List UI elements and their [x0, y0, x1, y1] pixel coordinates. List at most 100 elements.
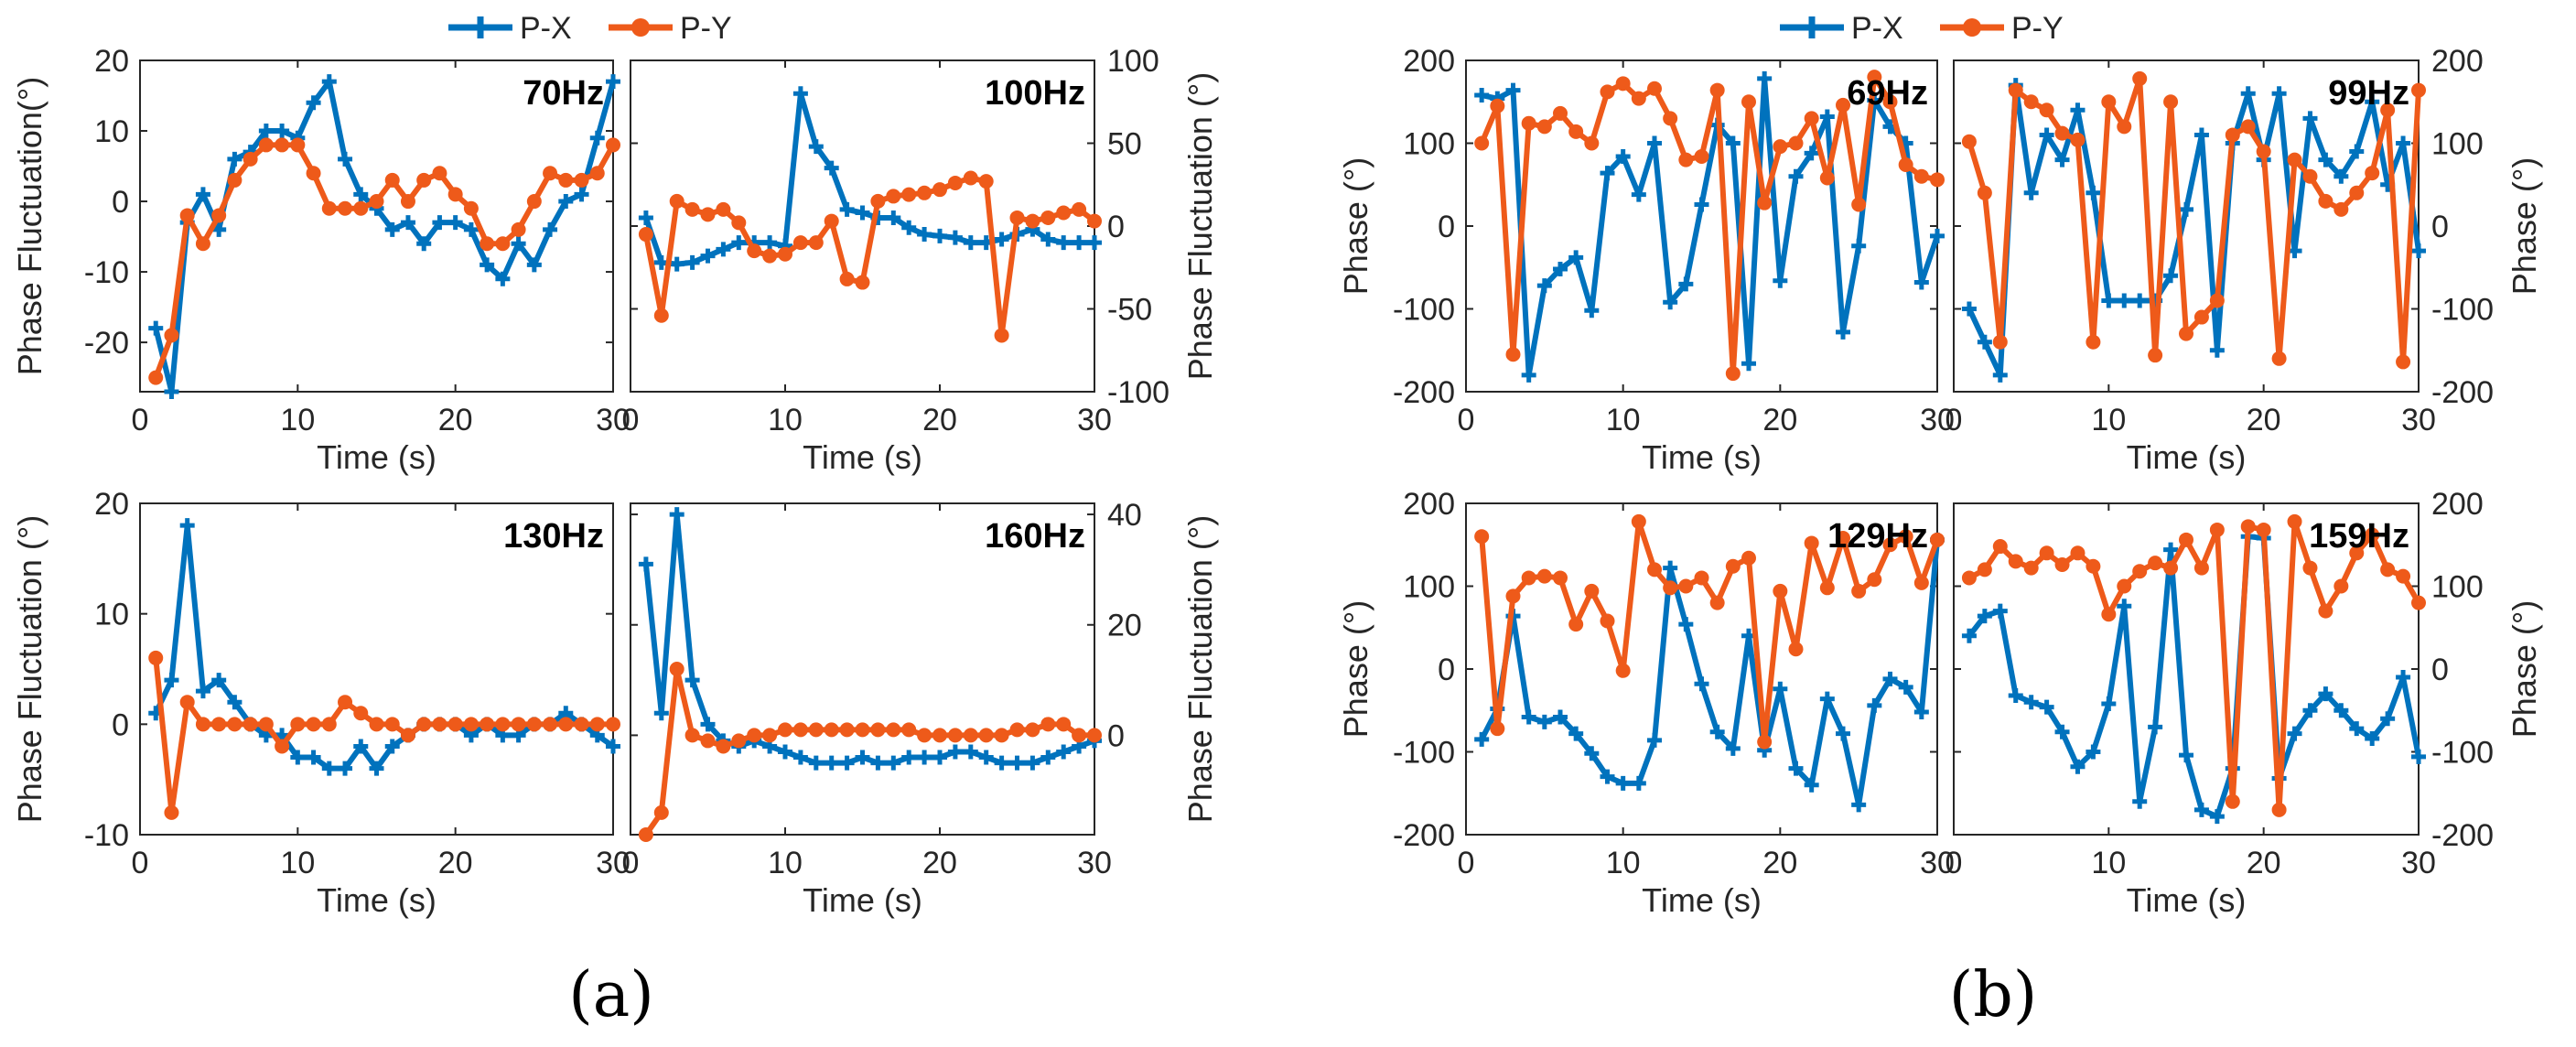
y-tick-label: 100: [2431, 127, 2484, 162]
data-point-p-x: [1521, 367, 1536, 383]
data-point-p-x: [1961, 301, 1977, 317]
data-point-p-x: [1851, 797, 1867, 813]
data-point-p-y: [258, 717, 274, 732]
data-point-p-y: [432, 717, 447, 732]
subplot-title: 100Hz: [985, 74, 1085, 113]
y-tick-label: 100: [1403, 570, 1455, 605]
data-point-p-y: [2132, 564, 2148, 579]
data-point-p-y: [1615, 663, 1631, 678]
data-point-p-y: [2117, 578, 2132, 594]
series-line-p-x: [153, 79, 616, 394]
data-point-p-x: [1773, 681, 1788, 696]
data-point-p-x: [1788, 761, 1804, 776]
data-point-p-x: [839, 755, 855, 771]
data-point-p-y: [1056, 717, 1072, 732]
data-point-p-y: [2240, 519, 2256, 534]
data-point-p-y: [684, 201, 700, 217]
y-tick-label: 100: [1107, 44, 1159, 79]
data-point-p-y: [1009, 722, 1025, 738]
y-tick-label: 100: [1403, 127, 1455, 162]
data-point-p-y: [589, 166, 605, 181]
data-point-p-y: [1867, 572, 1882, 588]
data-point-p-x: [1009, 755, 1025, 771]
subplot-160hz: 0 10 20 30 0 20 40 Time (s) Phase Fluctuation (°…: [622, 498, 1219, 919]
data-point-p-y: [369, 717, 384, 732]
y-tick-label: -200: [1393, 375, 1455, 410]
data-point-p-y: [1056, 205, 1072, 221]
data-point-p-x: [2179, 748, 2193, 763]
data-point-p-x: [1663, 560, 1678, 576]
data-point-p-y: [2039, 103, 2054, 118]
data-point-p-x: [1553, 709, 1568, 725]
y-axis-label-right: Phase Fluctuation (°): [1181, 515, 1219, 824]
data-point-p-x: [1694, 197, 1709, 212]
data-point-p-x: [1725, 135, 1741, 151]
data-point-p-x: [1804, 777, 1819, 793]
data-point-p-x: [1851, 238, 1867, 254]
legend-a-px-label: P-X: [520, 11, 572, 46]
data-point-p-x: [1615, 148, 1631, 164]
data-point-p-y: [258, 137, 274, 153]
data-point-p-y: [1961, 134, 1977, 149]
data-point-p-x: [2023, 695, 2039, 710]
data-point-p-y: [1788, 642, 1804, 657]
data-point-p-y: [1505, 588, 1521, 604]
data-point-p-x: [2271, 86, 2287, 102]
data-point-p-x: [901, 750, 917, 765]
subplot-69hz: 0 10 20 30 -200 -100 0 100 200 Time (s) Phase (°) 6…: [1337, 44, 1955, 476]
x-tick-label: 20: [2247, 846, 2281, 880]
data-point-p-x: [1819, 691, 1835, 707]
y-tick-label: 100: [2431, 570, 2484, 605]
data-point-p-y: [2148, 348, 2163, 363]
data-point-p-x: [1553, 262, 1568, 277]
data-point-p-x: [2349, 144, 2365, 159]
data-point-p-y: [917, 728, 932, 743]
data-point-p-x: [855, 750, 870, 765]
data-point-p-x: [480, 257, 495, 273]
data-point-p-y: [669, 193, 684, 209]
data-point-p-x: [684, 673, 700, 688]
x-axis-label: Time (s): [2127, 881, 2247, 919]
data-point-p-y: [2209, 293, 2225, 308]
data-point-p-x: [2039, 127, 2054, 143]
data-point-p-x: [1025, 755, 1040, 771]
data-point-p-y: [1072, 728, 1087, 743]
data-point-p-y: [870, 722, 886, 738]
series-line-p-y: [1479, 74, 1938, 377]
data-point-p-x: [1725, 740, 1741, 756]
data-point-p-y: [511, 717, 526, 732]
y-tick-label: -100: [2431, 293, 2494, 328]
data-point-p-y: [1741, 550, 1756, 566]
data-point-p-y: [2193, 309, 2209, 325]
data-point-p-x: [353, 739, 369, 754]
data-point-p-y: [1600, 613, 1615, 629]
x-tick-label: 30: [1920, 403, 1955, 437]
data-point-p-y: [369, 194, 384, 210]
data-point-p-y: [2302, 560, 2318, 576]
data-point-p-y: [1474, 529, 1490, 545]
data-point-p-y: [2209, 522, 2225, 537]
y-tick-label: 50: [1107, 127, 1142, 162]
data-point-p-x: [2117, 293, 2132, 308]
legend-a: P-X P-Y: [448, 11, 732, 46]
data-point-p-x: [179, 518, 195, 534]
data-point-p-x: [716, 242, 731, 257]
series-line-p-y: [1967, 75, 2421, 365]
data-point-p-y: [778, 722, 792, 738]
data-point-p-x: [731, 235, 747, 251]
x-tick-label: 30: [596, 403, 631, 437]
data-point-p-x: [978, 750, 994, 765]
data-point-p-x: [1521, 709, 1536, 725]
legend-b: P-X P-Y: [1780, 11, 2064, 46]
data-point-p-x: [2054, 724, 2070, 739]
data-point-p-y: [2193, 560, 2209, 576]
data-point-p-y: [1741, 94, 1756, 110]
data-point-p-y: [1961, 570, 1977, 586]
subplot-129hz: 0 10 20 30 -200 -100 0 100 200 Time (s) Phase (°) 1…: [1337, 487, 1955, 919]
y-tick-label: 200: [2431, 487, 2484, 522]
data-point-p-y: [2333, 201, 2349, 217]
y-tick-label: -200: [2431, 818, 2494, 853]
data-point-p-y: [2396, 354, 2411, 370]
data-point-p-y: [2411, 82, 2426, 98]
